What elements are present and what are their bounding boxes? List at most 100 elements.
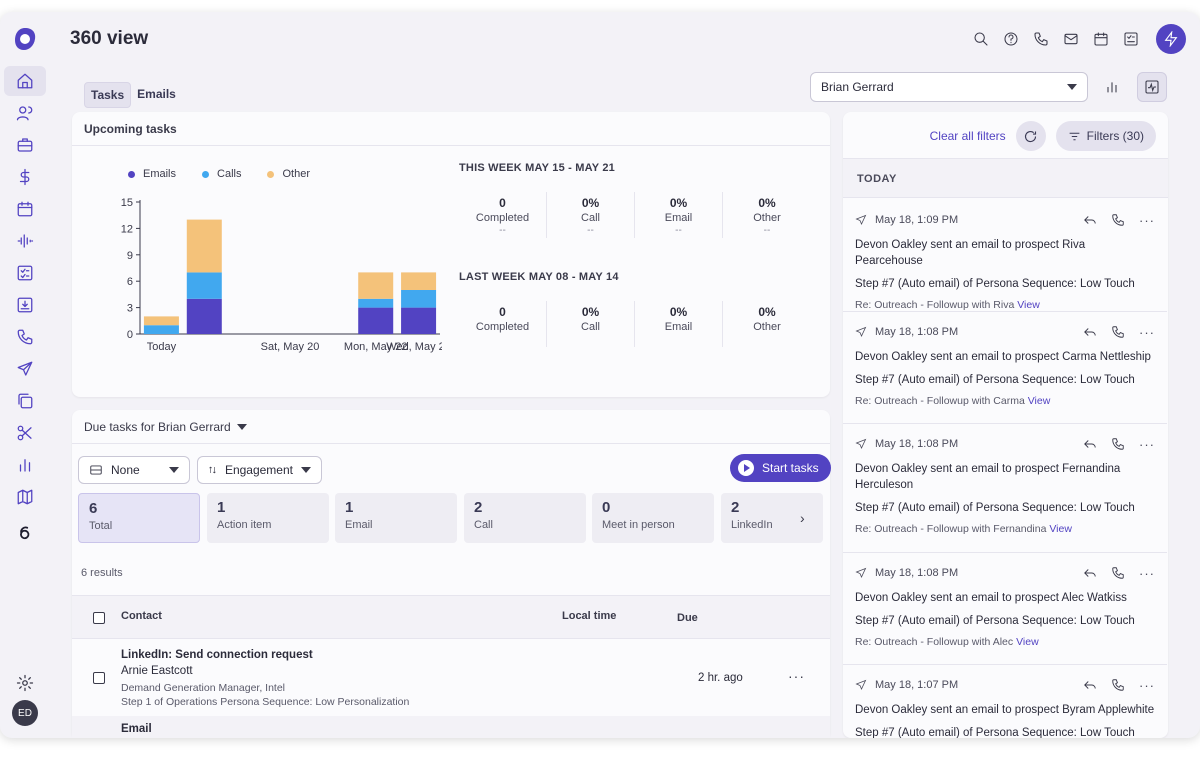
waveform-icon[interactable]	[4, 226, 46, 256]
column-contact[interactable]: Contact	[121, 610, 162, 622]
contact-name[interactable]: Arnie Eastcott	[121, 665, 193, 677]
page-title: 360 view	[70, 28, 149, 49]
activity-item[interactable]: May 18, 1:08 PM ··· Devon Oakley sent an…	[843, 424, 1167, 553]
stat-call: 0% Call	[547, 301, 635, 347]
phone-icon[interactable]	[1111, 213, 1125, 227]
tile-email[interactable]: 1 Email	[335, 493, 457, 543]
bar-segment-other	[186, 219, 222, 273]
dollar-icon[interactable]	[4, 162, 46, 192]
tab-emails[interactable]: Emails	[137, 87, 176, 101]
search-icon[interactable]	[972, 30, 990, 48]
filters-button[interactable]: Filters (30)	[1055, 121, 1156, 151]
reply-icon[interactable]	[1083, 325, 1097, 339]
prospect-select[interactable]: Brian Gerrard	[810, 72, 1088, 102]
upcoming-tasks-header: Upcoming tasks	[72, 112, 830, 146]
column-local-time[interactable]: Local time	[562, 610, 617, 622]
reply-icon[interactable]	[1083, 213, 1097, 227]
column-due[interactable]: Due	[677, 612, 698, 624]
prospect-select-value: Brian Gerrard	[821, 80, 894, 94]
checklist-icon[interactable]	[1122, 30, 1140, 48]
clear-filters-link[interactable]: Clear all filters	[929, 129, 1006, 143]
map-icon[interactable]	[4, 482, 46, 512]
phone-icon[interactable]	[1111, 437, 1125, 451]
calendar-icon[interactable]	[4, 194, 46, 224]
outreach-logo[interactable]	[12, 26, 38, 52]
phone-icon[interactable]	[1111, 566, 1125, 580]
copy-icon[interactable]	[4, 386, 46, 416]
phone-icon[interactable]	[1111, 678, 1125, 692]
x-tick-label: Today	[147, 341, 177, 353]
stat-email: 0% Email	[635, 301, 723, 347]
activity-subject: Re: Outreach - Followup with Riva View	[855, 299, 1040, 311]
activity-item[interactable]: May 18, 1:08 PM ··· Devon Oakley sent an…	[843, 553, 1167, 665]
briefcase-icon[interactable]	[4, 130, 46, 160]
reply-icon[interactable]	[1083, 437, 1097, 451]
bolt-icon[interactable]	[1156, 24, 1186, 54]
send-icon	[855, 326, 867, 337]
send-icon[interactable]	[4, 354, 46, 384]
bar-chart-icon[interactable]	[4, 450, 46, 480]
more-icon[interactable]: ···	[1139, 212, 1155, 228]
chevron-right-icon[interactable]: ›	[800, 510, 805, 526]
bar-segment-calls	[401, 290, 437, 308]
help-icon[interactable]	[1002, 30, 1020, 48]
refresh-icon[interactable]	[1015, 121, 1046, 151]
row-checkbox[interactable]	[93, 672, 105, 684]
bar-segment-other	[358, 272, 394, 299]
phone-icon[interactable]	[1111, 325, 1125, 339]
select-all-checkbox[interactable]	[93, 612, 105, 624]
reply-icon[interactable]	[1083, 566, 1097, 580]
section-today: TODAY	[857, 173, 897, 185]
view-link[interactable]: View	[1016, 636, 1039, 648]
tile-total[interactable]: 6 Total	[78, 493, 200, 543]
avatar[interactable]: ED	[12, 700, 38, 726]
number-six-icon[interactable]	[4, 518, 46, 548]
phone-icon[interactable]	[1032, 30, 1050, 48]
start-tasks-button[interactable]: Start tasks	[730, 454, 831, 482]
more-icon[interactable]: ···	[1139, 436, 1155, 452]
task-title[interactable]: LinkedIn: Send connection request	[121, 649, 313, 661]
stat-email: 0% Email --	[635, 192, 723, 238]
top-toolbar	[972, 24, 1186, 54]
more-icon[interactable]: ···	[1139, 677, 1155, 693]
send-icon	[855, 214, 867, 225]
more-icon[interactable]: ···	[1139, 565, 1155, 581]
scissors-icon[interactable]	[4, 418, 46, 448]
tile-action-item[interactable]: 1 Action item	[207, 493, 329, 543]
tile-call[interactable]: 2 Call	[464, 493, 586, 543]
tile-meet-in-person[interactable]: 0 Meet in person	[592, 493, 714, 543]
reply-icon[interactable]	[1083, 678, 1097, 692]
download-box-icon[interactable]	[4, 290, 46, 320]
due-time: 2 hr. ago	[698, 672, 743, 684]
view-link[interactable]: View	[1027, 395, 1051, 407]
sort-by-select[interactable]: Engagement	[197, 456, 322, 484]
more-icon[interactable]: ···	[1139, 324, 1155, 340]
table-row[interactable]: LinkedIn: Send connection request Arnie …	[72, 640, 830, 716]
activity-item[interactable]: May 18, 1:08 PM ··· Devon Oakley sent an…	[843, 312, 1167, 424]
group-by-select[interactable]: None	[78, 456, 190, 484]
checklist-icon[interactable]	[4, 258, 46, 288]
mail-icon[interactable]	[1062, 30, 1080, 48]
view-link[interactable]: View	[1049, 523, 1072, 535]
x-tick-label: Sat, May 20	[261, 341, 320, 353]
phone-icon[interactable]	[4, 322, 46, 352]
more-icon[interactable]: ···	[788, 668, 805, 684]
view-link[interactable]: View	[1017, 299, 1040, 311]
send-icon	[855, 438, 867, 449]
settings-icon[interactable]	[4, 668, 46, 698]
tile-linkedin[interactable]: 2 LinkedIn	[721, 493, 823, 543]
y-tick-label: 0	[127, 329, 133, 341]
tab-tasks[interactable]: Tasks	[84, 82, 132, 108]
activity-item[interactable]: May 18, 1:09 PM ··· Devon Oakley sent an…	[843, 200, 1167, 312]
due-tasks-header[interactable]: Due tasks for Brian Gerrard	[72, 410, 830, 444]
activity-item[interactable]: May 18, 1:07 PM ··· Devon Oakley sent an…	[843, 665, 1167, 739]
sequence-step: Step 1 of Operations Persona Sequence: L…	[121, 696, 410, 708]
activity-view-button[interactable]	[1137, 72, 1167, 102]
home-icon[interactable]	[4, 66, 46, 96]
play-icon	[738, 460, 754, 476]
calendar-icon[interactable]	[1092, 30, 1110, 48]
analytics-button[interactable]	[1097, 72, 1127, 102]
legend-item-other: Other	[267, 168, 310, 180]
stat-other: 0% Other	[753, 305, 781, 333]
people-icon[interactable]	[4, 98, 46, 128]
